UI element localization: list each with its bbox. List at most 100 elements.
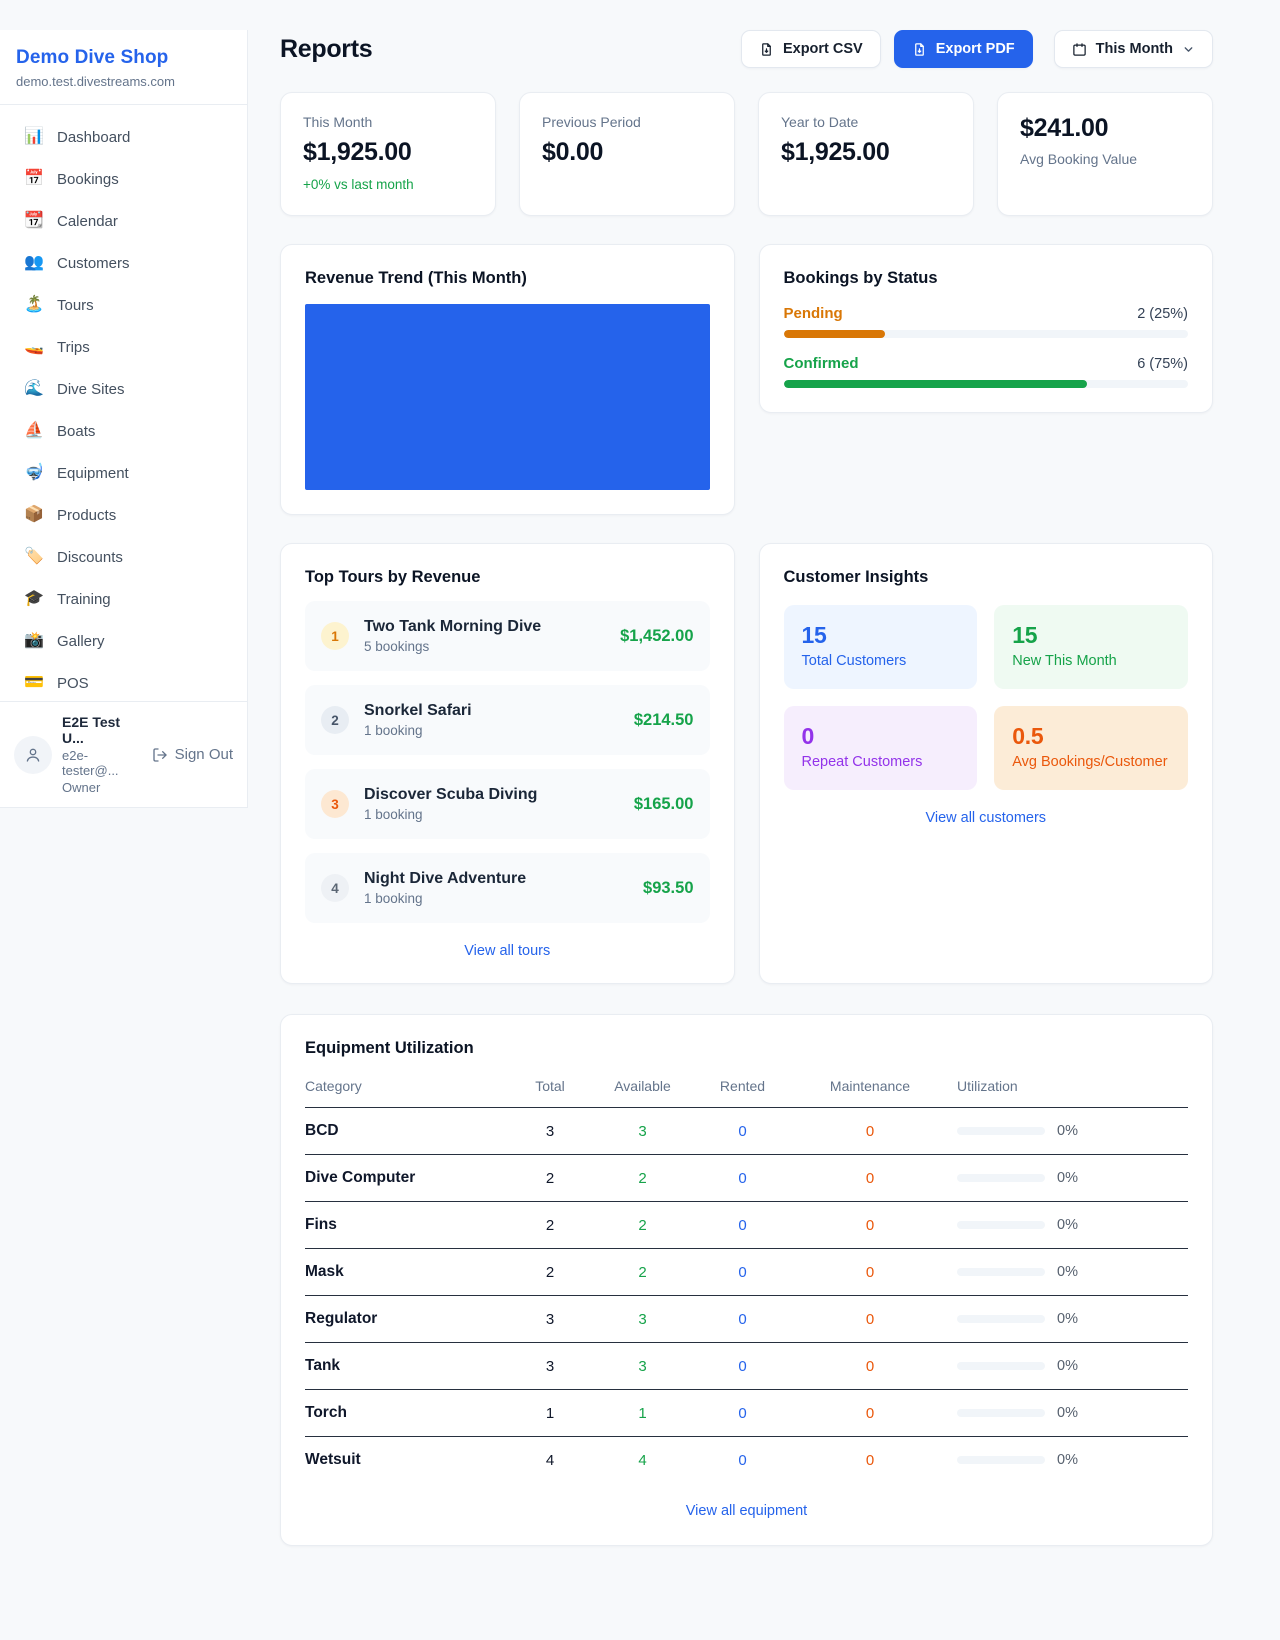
stat-delta: +0% vs last month [303,177,414,192]
customer-insights-card: Customer Insights 15 Total Customers 15 … [758,543,1213,984]
utilization-bar [957,1221,1045,1229]
insight-total-customers: 15 Total Customers [783,605,978,689]
stat-card-previous-period: Previous Period $0.00 [519,92,735,216]
view-all-customers-link[interactable]: View all customers [925,810,1047,826]
stat-cards-row: This Month $1,925.00 +0% vs last month P… [280,92,1213,216]
tour-name: Discover Scuba Diving [364,786,538,803]
sidebar-item-tours[interactable]: 🏝️ Tours [24,296,94,314]
top-tours-card: Top Tours by Revenue 1 Two Tank Morning … [280,543,735,984]
sidebar-nav: 📊 Dashboard 📅 Bookings 📆 Calendar 👥 Cust… [0,105,247,701]
revenue-trend-title: Revenue Trend (This Month) [305,269,527,287]
utilization-bar [957,1268,1045,1276]
period-dropdown[interactable]: This Month [1053,30,1213,68]
tour-list-item: 1 Two Tank Morning Dive 5 bookings $1,45… [305,601,710,671]
top-tours-title: Top Tours by Revenue [305,568,481,586]
people-icon: 👥 [24,254,44,271]
logout-icon [152,747,167,762]
tour-revenue: $93.50 [643,878,694,897]
tour-bookings: 5 bookings [364,639,430,654]
sidebar-item-trips[interactable]: 🚤 Trips [24,338,90,356]
sidebar-item-bookings[interactable]: 📅 Bookings [24,170,119,188]
credit-card-icon: 💳 [24,674,44,691]
equipment-table-header: Category Total Available Rented Maintena… [305,1078,1188,1108]
sidebar-item-customers[interactable]: 👥 Customers [24,254,130,272]
utilization-bar [957,1409,1045,1417]
sidebar-item-products[interactable]: 📦 Products [24,506,117,524]
sidebar-item-training[interactable]: 🎓 Training [24,590,111,608]
rank-badge: 3 [321,790,349,818]
tag-icon: 🏷️ [24,548,44,565]
tour-name: Snorkel Safari [364,702,472,719]
sign-out-button[interactable]: Sign Out [152,746,233,763]
status-row-confirmed: Confirmed 6 (75%) [783,355,1188,388]
sidebar-item-gallery[interactable]: 📸 Gallery [24,632,105,650]
bar-chart-icon: 📊 [24,128,44,145]
graduation-cap-icon: 🎓 [24,590,44,607]
user-panel: E2E Test U... e2e-tester@... Owner Sign … [0,701,247,807]
sidebar-item-discounts[interactable]: 🏷️ Discounts [24,548,123,566]
export-pdf-button[interactable]: Export PDF [893,30,1033,68]
file-export-icon [762,42,771,56]
stat-value: $1,925.00 [303,138,412,166]
utilization-bar [957,1362,1045,1370]
tour-list-item: 2 Snorkel Safari 1 booking $214.50 [305,685,710,755]
wave-icon: 🌊 [24,380,44,397]
status-row-pending: Pending 2 (25%) [783,305,1188,338]
utilization-bar [957,1456,1045,1464]
package-icon: 📦 [24,506,44,523]
stat-value: $1,925.00 [781,138,890,166]
equipment-row-mask: Mask 2 2 0 0 0% [305,1249,1188,1296]
tour-bookings: 1 booking [364,807,423,822]
equipment-row-wetsuit: Wetsuit 4 4 0 0 0% [305,1451,1078,1469]
sidebar-item-equipment[interactable]: 🤿 Equipment [24,464,129,482]
progress-track [783,380,1188,388]
progress-track [783,330,1188,338]
tour-name: Night Dive Adventure [364,870,527,887]
sidebar-item-dive-sites[interactable]: 🌊 Dive Sites [24,380,125,398]
sidebar-item-calendar[interactable]: 📆 Calendar [24,212,118,230]
user-email: e2e-tester@... [62,748,119,778]
view-all-tours-link[interactable]: View all tours [464,943,551,959]
chevron-down-icon [1184,46,1193,52]
export-csv-button[interactable]: Export CSV [740,30,881,68]
tour-revenue: $214.50 [633,710,694,729]
progress-fill-confirmed [783,380,1087,388]
person-icon [26,748,40,762]
rank-badge: 1 [321,622,349,650]
insight-repeat-customers: 0 Repeat Customers [783,706,978,790]
sidebar-item-pos[interactable]: 💳 POS [24,674,89,692]
main-content: Reports Export CSV Export PDF This Month [248,30,1280,1546]
shop-name: Demo Dive Shop [16,47,169,68]
equipment-row-torch: Torch 1 1 0 0 0% [305,1390,1188,1437]
brand-block: Demo Dive Shop demo.test.divestreams.com [0,30,247,105]
page-header: Reports Export CSV Export PDF This Month [280,30,1213,68]
tour-bookings: 1 booking [364,723,423,738]
diving-mask-icon: 🤿 [24,464,44,481]
bookings-by-status-card: Bookings by Status Pending 2 (25%) Confi… [758,244,1213,413]
insight-new-this-month: 15 New This Month [994,605,1188,689]
equipment-row-regulator: Regulator 3 3 0 0 0% [305,1296,1188,1343]
tear-off-calendar-icon: 📆 [24,212,44,229]
equipment-row-tank: Tank 3 3 0 0 0% [305,1343,1188,1390]
rank-badge: 4 [321,874,349,902]
utilization-bar [957,1315,1045,1323]
stat-card-this-month: This Month $1,925.00 +0% vs last month [280,92,496,216]
progress-fill-pending [783,330,885,338]
view-all-equipment-link[interactable]: View all equipment [685,1503,808,1519]
file-export-icon [914,42,924,56]
equipment-utilization-title: Equipment Utilization [305,1039,474,1057]
calendar-icon [1072,42,1086,56]
sailboat-icon: ⛵ [24,422,44,439]
tour-revenue: $165.00 [633,794,694,813]
bookings-by-status-title: Bookings by Status [783,269,938,287]
sidebar: Demo Dive Shop demo.test.divestreams.com… [0,30,248,808]
user-role: Owner [62,780,101,795]
avatar [14,735,52,774]
equipment-row-dive-computer: Dive Computer 2 2 0 0 0% [305,1155,1188,1202]
sidebar-item-boats[interactable]: ⛵ Boats [24,422,96,440]
stat-value: $0.00 [542,138,604,166]
stat-card-year-to-date: Year to Date $1,925.00 [758,92,974,216]
stat-card-avg-booking-value: $241.00 Avg Booking Value [997,92,1213,216]
insight-avg-bookings-per-customer: 0.5 Avg Bookings/Customer [994,706,1188,790]
sidebar-item-dashboard[interactable]: 📊 Dashboard [24,128,131,146]
